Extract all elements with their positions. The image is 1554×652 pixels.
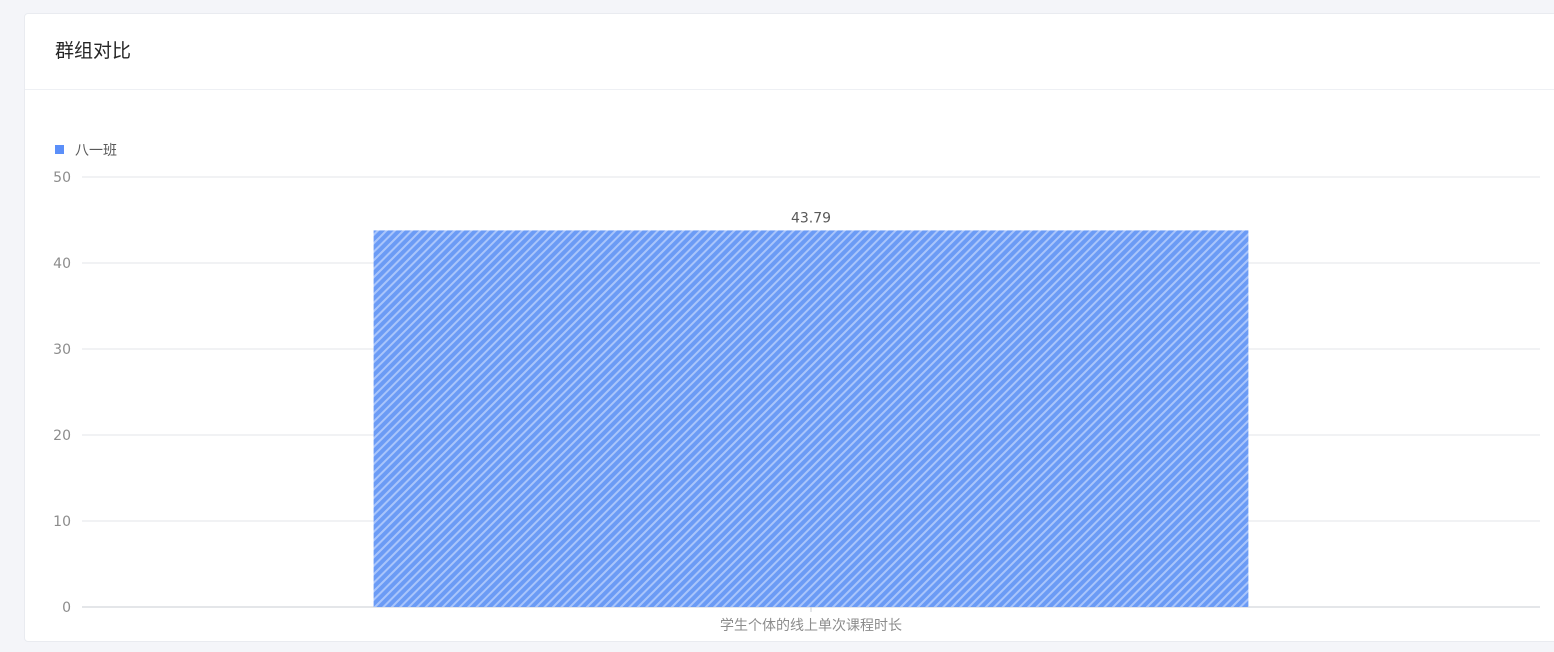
bar-chart: 八一班 0 10 20 30 40 50 43.79 学生个体的线上单次课程时长 bbox=[25, 90, 1554, 643]
y-tick-label: 30 bbox=[53, 342, 71, 358]
chart-svg: 八一班 0 10 20 30 40 50 43.79 学生个体的线上单次课程时长 bbox=[53, 143, 1540, 634]
y-tick-label: 0 bbox=[62, 600, 71, 616]
x-tick-label: 学生个体的线上单次课程时长 bbox=[720, 618, 902, 634]
legend-label[interactable]: 八一班 bbox=[75, 143, 117, 159]
y-tick-label: 20 bbox=[53, 428, 71, 444]
y-tick-label: 10 bbox=[53, 514, 71, 530]
bar[interactable] bbox=[373, 230, 1249, 607]
y-tick-label: 50 bbox=[53, 170, 71, 186]
bar-value-label: 43.79 bbox=[791, 210, 831, 226]
card-header: 群组对比 bbox=[25, 14, 1554, 90]
group-comparison-card: 群组对比 八一班 0 10 20 30 40 50 43.79 学生个体的线上单次课程时长 bbox=[24, 13, 1554, 642]
card-title: 群组对比 bbox=[55, 40, 132, 62]
legend-swatch[interactable] bbox=[55, 145, 64, 154]
y-tick-label: 40 bbox=[53, 256, 71, 272]
